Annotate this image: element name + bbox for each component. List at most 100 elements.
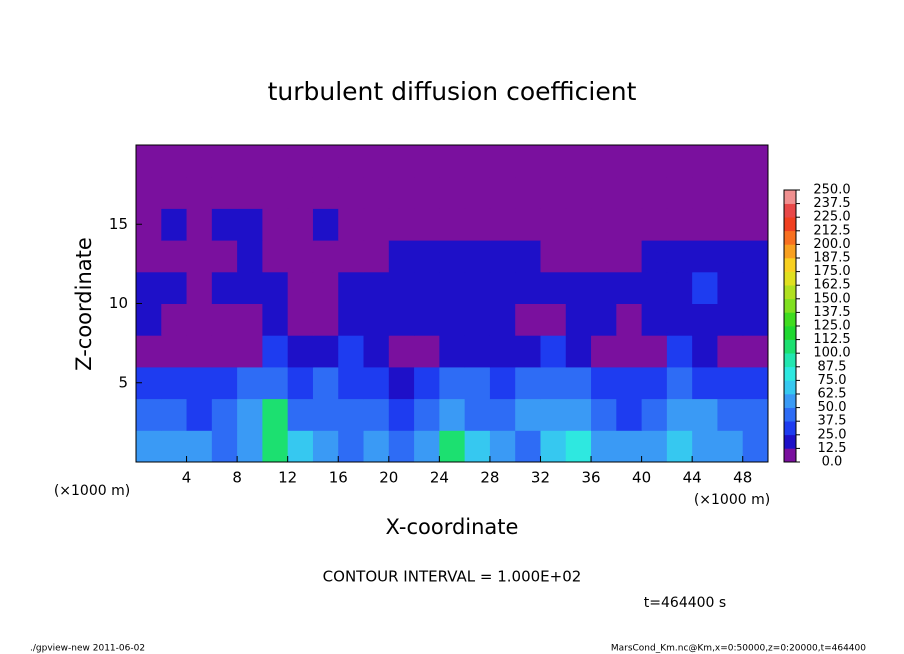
cell — [666, 335, 693, 368]
cell — [388, 271, 415, 304]
colorbar-label: 175.0 — [813, 264, 850, 279]
cell — [211, 430, 238, 463]
x-axis-title: X-coordinate — [386, 515, 519, 539]
cell — [186, 208, 213, 241]
cell — [363, 271, 390, 304]
colorbar-band — [784, 244, 796, 259]
cell — [388, 398, 415, 431]
cell — [742, 176, 769, 209]
cell — [565, 335, 592, 368]
cell — [666, 366, 693, 400]
cell — [692, 208, 718, 241]
cell — [489, 303, 516, 336]
cell — [363, 398, 390, 431]
y-unit: (×1000 m) — [54, 483, 130, 499]
cell — [211, 335, 238, 368]
colorbar-label: 187.5 — [813, 251, 850, 266]
colorbar-label: 12.5 — [818, 441, 847, 456]
cell — [464, 208, 491, 241]
colorbar-label: 162.5 — [813, 278, 850, 293]
cell — [489, 176, 516, 209]
cell — [363, 145, 390, 178]
cell — [565, 145, 592, 178]
colorbar-band — [784, 394, 796, 408]
cell — [338, 240, 365, 273]
cell — [515, 398, 541, 431]
cell — [287, 176, 314, 209]
colorbar-label: 100.0 — [813, 346, 850, 361]
x-tick-label: 16 — [329, 469, 348, 487]
cell — [565, 271, 592, 304]
cell — [237, 240, 263, 273]
cell — [287, 303, 314, 336]
cell — [312, 398, 339, 431]
chart-title: turbulent diffusion coefficient — [268, 77, 637, 106]
cell — [237, 398, 263, 431]
cell — [186, 398, 213, 431]
colorbar-label: 225.0 — [813, 210, 850, 225]
colorbar-band — [784, 326, 796, 340]
cell — [591, 145, 617, 178]
x-tick-label: 12 — [278, 469, 297, 487]
cell — [692, 335, 718, 368]
colorbar-label: 25.0 — [818, 427, 847, 442]
cell — [237, 145, 263, 178]
cell — [388, 366, 415, 400]
cell — [136, 271, 162, 304]
cell — [515, 176, 541, 209]
cell — [742, 271, 769, 304]
cell — [742, 366, 769, 400]
cell — [414, 176, 440, 209]
cell — [742, 430, 769, 463]
cell — [363, 430, 390, 463]
cell — [262, 240, 289, 273]
cell — [717, 176, 744, 209]
colorbar-label: 37.5 — [818, 414, 847, 429]
cell — [717, 208, 744, 241]
cell — [161, 398, 188, 431]
colorbar-label: 137.5 — [813, 305, 850, 320]
cell — [262, 398, 289, 431]
x-tick-label: 48 — [733, 469, 752, 487]
cell — [489, 335, 516, 368]
colorbar-label: 125.0 — [813, 319, 850, 334]
cell — [439, 430, 466, 463]
x-unit: (×1000 m) — [694, 492, 770, 508]
cell — [287, 145, 314, 178]
cell — [464, 303, 491, 336]
cell — [616, 145, 643, 178]
cell — [262, 303, 289, 336]
cell — [565, 430, 592, 463]
cell — [666, 208, 693, 241]
cell — [287, 335, 314, 368]
colorbar-band — [784, 285, 796, 300]
cell — [515, 271, 541, 304]
colorbar-band — [784, 421, 796, 436]
x-tick-label: 24 — [430, 469, 449, 487]
cell — [666, 271, 693, 304]
cell — [717, 398, 744, 431]
cell — [641, 208, 668, 241]
cell — [439, 240, 466, 273]
cell — [489, 145, 516, 178]
cell — [591, 303, 617, 336]
cell — [363, 208, 390, 241]
cell — [616, 366, 643, 400]
cell — [641, 240, 668, 273]
cell — [616, 271, 643, 304]
cell — [136, 240, 162, 273]
y-tick-label: 5 — [118, 373, 128, 391]
colorbar-band — [784, 380, 796, 395]
cell — [262, 430, 289, 463]
y-tick-label: 15 — [109, 215, 128, 233]
cell — [666, 240, 693, 273]
x-tick-label: 4 — [182, 469, 192, 487]
cell — [312, 303, 339, 336]
cell — [717, 271, 744, 304]
cell — [312, 366, 339, 400]
cell — [515, 335, 541, 368]
colorbar-label: 212.5 — [813, 223, 850, 238]
cell — [388, 145, 415, 178]
cell — [186, 145, 213, 178]
